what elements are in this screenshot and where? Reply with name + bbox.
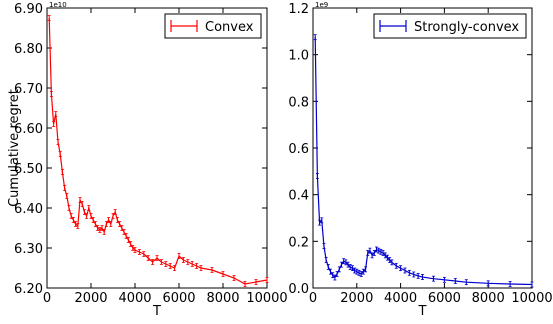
y-tick-label: 0.2 bbox=[288, 235, 309, 250]
x-tick-label: 6000 bbox=[162, 291, 195, 306]
y-tick-label: 1.2 bbox=[288, 2, 309, 17]
x-tick-label: 8000 bbox=[206, 291, 239, 306]
y-tick-label: 0.0 bbox=[288, 282, 309, 297]
x-tick-label: 4000 bbox=[118, 291, 151, 306]
x-axis-label: T bbox=[152, 304, 161, 319]
series-line bbox=[314, 37, 533, 286]
y-exponent-label: 1e9 bbox=[315, 1, 328, 9]
y-tick-label: 0.8 bbox=[288, 95, 309, 110]
y-tick-label: 0.4 bbox=[288, 189, 309, 204]
y-tick-label: 6.40 bbox=[14, 202, 43, 217]
x-tick-label: 2000 bbox=[74, 291, 107, 306]
legend: Strongly-convex bbox=[373, 13, 527, 39]
y-tick-label: 6.50 bbox=[14, 162, 43, 177]
x-tick-label: 0 bbox=[309, 291, 317, 306]
x-tick-label: 8000 bbox=[472, 291, 505, 306]
y-tick-label: 6.60 bbox=[14, 122, 43, 137]
legend-label: Convex bbox=[205, 20, 254, 35]
plot-frame bbox=[46, 7, 268, 289]
y-axis-label: Cumulative regret bbox=[7, 89, 22, 207]
y-tick-label: 6.70 bbox=[14, 82, 43, 97]
y-tick-label: 0.6 bbox=[288, 142, 309, 157]
y-tick-label: 6.90 bbox=[14, 2, 43, 17]
y-tick-label: 6.80 bbox=[14, 42, 43, 57]
series-line bbox=[48, 17, 268, 285]
x-axis-label: T bbox=[418, 304, 427, 319]
x-tick-label: 10000 bbox=[511, 291, 552, 306]
legend: Convex bbox=[164, 13, 262, 39]
y-tick-label: 1.0 bbox=[288, 49, 309, 64]
chart-panel-2: 0 2000 4000 6000 8000 10000 0.0 0.2 0.4 0.6 0.8 1.0… bbox=[288, 1, 552, 319]
x-tick-label: 10000 bbox=[246, 291, 287, 306]
y-tick-label: 6.20 bbox=[14, 282, 43, 297]
y-tick-label: 6.30 bbox=[14, 242, 43, 257]
x-tick-label: 0 bbox=[43, 291, 51, 306]
y-exponent-label: 1e10 bbox=[49, 1, 67, 9]
chart-panel-1: 0 2000 4000 6000 8000 10000 6.20 6.30 6.40 6.50 6.… bbox=[7, 1, 288, 319]
x-tick-label: 6000 bbox=[428, 291, 461, 306]
plot-frame bbox=[312, 7, 533, 289]
legend-label: Strongly-convex bbox=[414, 20, 519, 35]
x-tick-label: 2000 bbox=[340, 291, 373, 306]
x-tick-label: 4000 bbox=[384, 291, 417, 306]
